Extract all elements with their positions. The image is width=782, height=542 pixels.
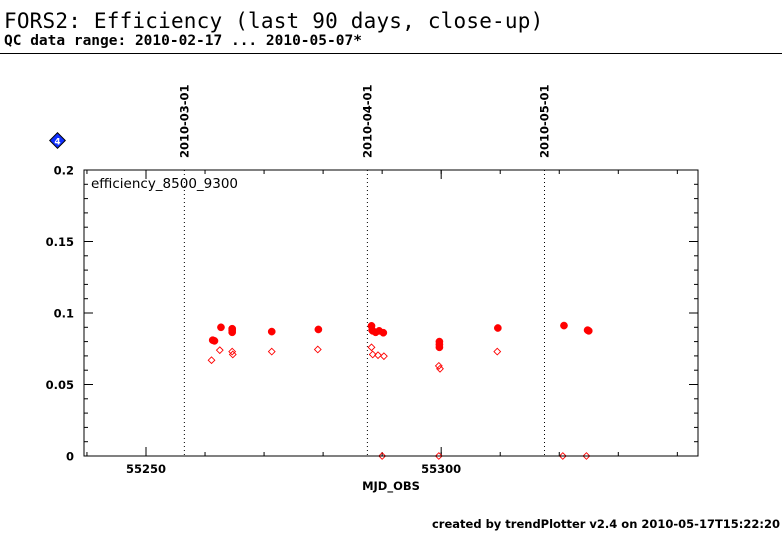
data-point-diamond-1-3 <box>228 350 237 359</box>
date-marker-label-0: 2010-03-01 <box>177 84 191 158</box>
date-markers: 2010-03-01 2010-04-01 2010-05-01 <box>177 84 552 456</box>
data-point-diamond-1-8 <box>374 351 382 360</box>
data-point-circle-0-16 <box>435 343 444 352</box>
axis-ticks: 0 0.05 0.1 0.15 0.2 55250 55300 <box>46 164 698 476</box>
qc-data-range: QC data range: 2010-02-17 ... 2010-05-07… <box>4 33 362 49</box>
x-tick-label-1: 55300 <box>421 462 461 476</box>
data-point-diamond-1-10 <box>434 361 443 370</box>
data-point-diamond-1-12 <box>493 347 502 356</box>
data-point-diamond-1-16 <box>582 452 591 460</box>
y-tick-label-1: 0.05 <box>46 378 74 392</box>
data-point-circle-0-6 <box>267 327 276 336</box>
badge-label: 4 <box>54 138 60 148</box>
page-title: FORS2: Efficiency (last 90 days, close-u… <box>4 9 544 33</box>
y-tick-label-0: 0 <box>66 450 74 464</box>
y-tick-label-4: 0.2 <box>54 164 74 178</box>
data-point-circle-0-1 <box>210 337 219 345</box>
x-tick-label-0: 55250 <box>126 462 166 476</box>
x-axis-label: MJD_OBS <box>362 479 420 494</box>
footer-credit: created by trendPlotter v2.4 on 2010-05-… <box>431 517 780 531</box>
data-point-diamond-1-14 <box>434 452 443 460</box>
y-tick-label-2: 0.1 <box>54 307 74 321</box>
data-point-diamond-1-7 <box>368 350 377 359</box>
data-point-diamond-1-2 <box>228 347 237 356</box>
data-point-diamond-1-0 <box>207 356 216 365</box>
data-point-circle-0-2 <box>217 323 225 332</box>
data-point-circle-0-20 <box>584 327 593 335</box>
data-point-circle-0-5 <box>228 328 237 337</box>
data-point-circle-0-18 <box>560 321 568 330</box>
date-marker-label-1: 2010-04-01 <box>360 84 374 158</box>
data-points <box>207 321 593 460</box>
data-point-diamond-1-4 <box>267 347 276 356</box>
data-point-diamond-1-13 <box>378 452 387 460</box>
data-point-diamond-1-5 <box>313 345 322 354</box>
data-point-circle-0-13 <box>379 328 388 337</box>
data-point-diamond-1-9 <box>379 352 388 361</box>
plot-frame <box>83 169 699 457</box>
data-point-circle-0-7 <box>314 325 323 334</box>
data-point-diamond-1-15 <box>558 452 567 460</box>
data-point-circle-0-17 <box>494 324 502 332</box>
header-divider <box>0 53 782 54</box>
efficiency-chart: 4 2010-03-01 2010-04-01 2010-05-01 0 0.05 0.… <box>46 84 699 494</box>
y-tick-label-3: 0.15 <box>46 235 74 249</box>
date-marker-label-2: 2010-05-01 <box>538 84 552 158</box>
data-point-diamond-1-6 <box>367 343 376 352</box>
badge-diamond-icon[interactable]: 4 <box>49 132 66 149</box>
panel-label: efficiency_8500_9300 <box>91 176 238 192</box>
data-point-diamond-1-11 <box>436 364 444 373</box>
data-point-diamond-1-1 <box>215 346 224 355</box>
